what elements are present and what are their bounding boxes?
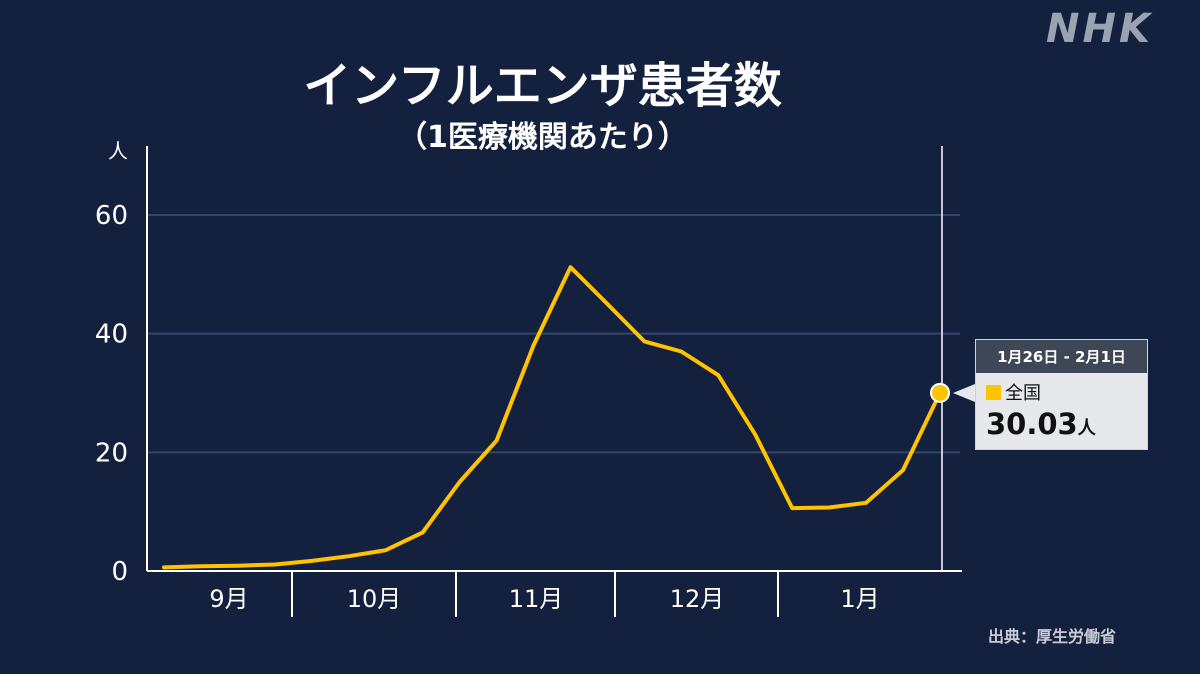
data-point: [162, 565, 166, 569]
y-axis-unit: 人: [108, 139, 128, 163]
gridlines: [147, 214, 960, 454]
x-axis-month-labels: 9月 10月 11月 12月 1月: [209, 585, 879, 613]
y-tick-40: 40: [95, 320, 128, 350]
data-point: [495, 438, 499, 442]
data-point: [310, 559, 314, 563]
tooltip-unit: 人: [1077, 418, 1096, 439]
chart-title: インフルエンザ患者数: [303, 58, 782, 114]
data-point: [753, 433, 757, 437]
y-tick-60: 60: [95, 201, 128, 231]
tooltip-value-row: 30.03人: [986, 407, 1137, 441]
data-point: [458, 480, 462, 484]
data-point: [347, 554, 351, 558]
tooltip-value: 30.03: [986, 407, 1078, 441]
highlighted-data-point: [930, 382, 950, 403]
nhk-logo: NHK: [1046, 6, 1153, 52]
data-point: [901, 468, 905, 472]
series-lines: [162, 265, 942, 570]
data-point: [605, 302, 609, 306]
series-points: [162, 265, 950, 569]
month-separators: [291, 571, 779, 617]
x-tick-label: 11月: [509, 585, 564, 613]
data-point: [421, 530, 425, 534]
data-point: [790, 506, 794, 510]
y-axis-ticks: 0 20 40 60: [95, 201, 128, 587]
data-point: [384, 548, 388, 552]
data-point: [716, 373, 720, 377]
chart-subtitle: （1医療機関あたり）: [397, 120, 688, 155]
data-tooltip: 1月26日 - 2月1日 全国 30.03人: [975, 339, 1148, 450]
x-tick-label: 9月: [209, 585, 248, 613]
tooltip-period: 1月26日 - 2月1日: [976, 340, 1147, 373]
data-point: [236, 564, 240, 568]
tooltip-series-row: 全国: [986, 379, 1137, 405]
x-tick-label: 10月: [347, 585, 402, 613]
tooltip-series-name: 全国: [1005, 383, 1041, 404]
tooltip-body: 全国 30.03人: [976, 373, 1147, 449]
tooltip-pointer: [953, 384, 975, 402]
data-point: [642, 339, 646, 343]
data-point: [532, 344, 536, 348]
data-point: [273, 562, 277, 566]
x-tick-label: 12月: [670, 585, 725, 613]
data-point: [679, 349, 683, 353]
data-point: [568, 265, 572, 269]
x-tick-label: 1月: [840, 585, 879, 613]
data-point: [827, 506, 831, 510]
source-credit: 出典：厚生労働省: [988, 627, 1117, 646]
y-tick-20: 20: [95, 438, 128, 468]
series-line-national: [162, 265, 942, 570]
data-point: [864, 501, 868, 505]
series-color-swatch: [986, 384, 1001, 400]
data-point: [199, 564, 203, 568]
y-tick-0: 0: [111, 557, 128, 587]
